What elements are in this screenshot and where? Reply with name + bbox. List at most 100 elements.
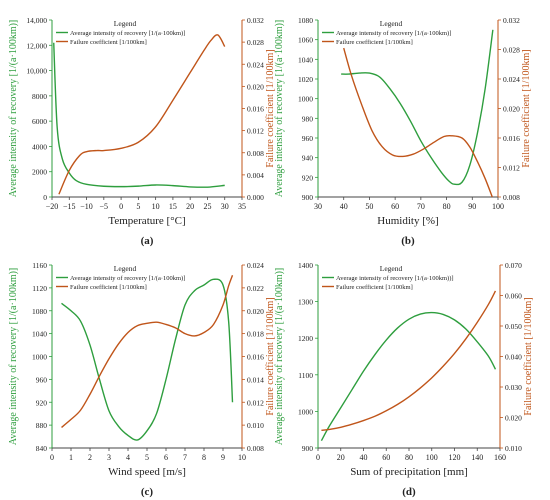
left-y-tick-label: 1160 xyxy=(32,261,47,270)
left-y-tick-label: 10,000 xyxy=(26,67,47,76)
left-y-tick-label: 0 xyxy=(43,193,47,202)
x-tick-label: 2 xyxy=(88,453,92,462)
x-tick-label: −5 xyxy=(100,202,109,211)
x-axis-title: Sum of precipitation [mm] xyxy=(350,466,468,478)
right-y-tick-label: 0.010 xyxy=(505,444,522,453)
failure-series-line xyxy=(343,47,494,197)
left-y-axis-title: Average intensity of recovery [1/(a·100k… xyxy=(274,268,285,446)
left-y-tick-label: 1020 xyxy=(298,75,313,84)
x-tick-label: 140 xyxy=(471,453,483,462)
legend-recovery-label: Average intensity of recovery [1/(a·100k… xyxy=(336,30,451,37)
right-y-tick-label: 0.020 xyxy=(505,414,522,423)
right-y-tick-label: 0.010 xyxy=(247,421,264,430)
panel-a: −20 −15 −10 −5 0 5 10 15 20 25 30 35 0 2000 4000 6000 80… xyxy=(8,16,276,247)
recovery-series-line xyxy=(61,278,234,441)
x-tick-label: 120 xyxy=(449,453,461,462)
left-y-tick-label: 1080 xyxy=(298,16,313,25)
x-tick-label: 40 xyxy=(360,453,368,462)
recovery-series-line xyxy=(53,42,225,188)
left-y-tick-label: 12,000 xyxy=(26,41,47,50)
failure-series-line xyxy=(61,275,234,428)
left-y-tick-label: 1040 xyxy=(32,330,47,339)
legend-recovery-label: Average intensity of recovery [1/(a·100k… xyxy=(336,275,454,282)
x-tick-label: 5 xyxy=(136,202,140,211)
left-y-tick-label: 900 xyxy=(302,193,314,202)
failure-series-line xyxy=(321,290,497,432)
x-tick-label: 40 xyxy=(340,202,348,211)
right-y-tick-label: 0.020 xyxy=(503,105,520,114)
right-y-tick-label: 0.016 xyxy=(247,353,264,362)
right-y-tick-label: 0.020 xyxy=(247,307,264,316)
left-y-tick-label: 960 xyxy=(302,134,314,143)
left-y-tick-label: 1000 xyxy=(32,353,47,362)
recovery-series-line xyxy=(320,311,497,442)
right-y-tick-label: 0.028 xyxy=(503,46,520,55)
left-y-tick-label: 1120 xyxy=(32,284,47,293)
left-y-tick-label: 920 xyxy=(302,173,314,182)
x-tick-label: 10 xyxy=(152,202,160,211)
right-y-tick-label: 0.016 xyxy=(247,105,264,114)
x-tick-label: 7 xyxy=(183,453,187,462)
legend-recovery-label: Average intensity of recovery [1/(a·100k… xyxy=(70,275,185,282)
left-y-axis-title: Average intensity of recovery [1/(a·100k… xyxy=(8,20,19,198)
left-y-tick-label: 1060 xyxy=(298,36,313,45)
left-y-tick-label: 1300 xyxy=(298,298,313,307)
panel-c: 0 1 2 3 4 5 6 7 8 9 10 840 880 920 960 1000 1040 1080 1120… xyxy=(8,261,276,498)
right-y-tick-label: 0.020 xyxy=(247,82,264,91)
legend-title: Legend xyxy=(114,264,137,273)
x-tick-label: −20 xyxy=(46,202,59,211)
right-y-tick-label: 0.016 xyxy=(503,134,520,143)
right-y-tick-label: 0.018 xyxy=(247,330,264,339)
x-tick-label: 5 xyxy=(145,453,149,462)
x-tick-label: 100 xyxy=(426,453,438,462)
panel-label: (a) xyxy=(141,235,154,247)
legend-title: Legend xyxy=(380,264,403,273)
x-tick-label: 1 xyxy=(69,453,73,462)
right-y-tick-label: 0.014 xyxy=(247,375,264,384)
right-y-tick-label: 0.024 xyxy=(247,60,264,69)
x-axis-title: Wind speed [m/s] xyxy=(108,466,186,478)
right-y-tick-label: 0.040 xyxy=(505,353,522,362)
x-tick-label: 20 xyxy=(337,453,345,462)
x-tick-label: 30 xyxy=(221,202,229,211)
left-y-tick-label: 2000 xyxy=(32,168,47,177)
right-y-tick-label: 0.012 xyxy=(247,127,264,136)
panel-label: (d) xyxy=(402,486,416,498)
left-y-tick-label: 1040 xyxy=(298,55,313,64)
x-tick-label: 100 xyxy=(492,202,504,211)
left-y-tick-label: 840 xyxy=(36,444,48,453)
x-tick-label: 0 xyxy=(50,453,54,462)
right-y-tick-label: 0.028 xyxy=(247,38,264,47)
x-axis-title: Humidity [%] xyxy=(377,215,438,227)
left-y-tick-label: 900 xyxy=(302,444,314,453)
right-y-tick-label: 0.070 xyxy=(505,261,522,270)
right-y-tick-label: 0.022 xyxy=(247,284,264,293)
panel-label: (c) xyxy=(141,486,154,498)
x-tick-label: 10 xyxy=(238,453,246,462)
x-tick-label: −15 xyxy=(63,202,76,211)
left-y-tick-label: 960 xyxy=(36,375,48,384)
left-y-tick-label: 940 xyxy=(302,154,314,163)
failure-series-line xyxy=(58,34,226,195)
x-tick-label: 50 xyxy=(365,202,373,211)
legend-recovery-label: Average intensity of recovery [1/(a·100k… xyxy=(70,30,185,37)
right-y-axis-title: Failure coefficient [1/100km] xyxy=(523,297,534,415)
right-y-axis-title: Failure coefficient [1/100km] xyxy=(521,49,532,167)
left-y-tick-label: 980 xyxy=(302,114,314,123)
right-y-tick-label: 0.030 xyxy=(505,383,522,392)
left-y-axis-title: Average intensity of recovery [1/(a·100k… xyxy=(8,268,19,446)
right-y-axis-title: Failure coefficient [1/100km] xyxy=(265,49,276,167)
right-y-tick-label: 0.060 xyxy=(505,292,522,301)
x-tick-label: 30 xyxy=(314,202,322,211)
right-y-tick-label: 0.000 xyxy=(247,193,264,202)
x-tick-label: 6 xyxy=(164,453,168,462)
right-y-tick-label: 0.012 xyxy=(247,398,264,407)
left-y-tick-label: 1200 xyxy=(298,334,313,343)
left-y-tick-label: 4000 xyxy=(32,142,47,151)
x-tick-label: 90 xyxy=(468,202,476,211)
right-y-tick-label: 0.008 xyxy=(503,193,520,202)
x-tick-label: 35 xyxy=(238,202,246,211)
right-y-tick-label: 0.024 xyxy=(247,261,264,270)
left-y-tick-label: 14,000 xyxy=(26,16,47,25)
